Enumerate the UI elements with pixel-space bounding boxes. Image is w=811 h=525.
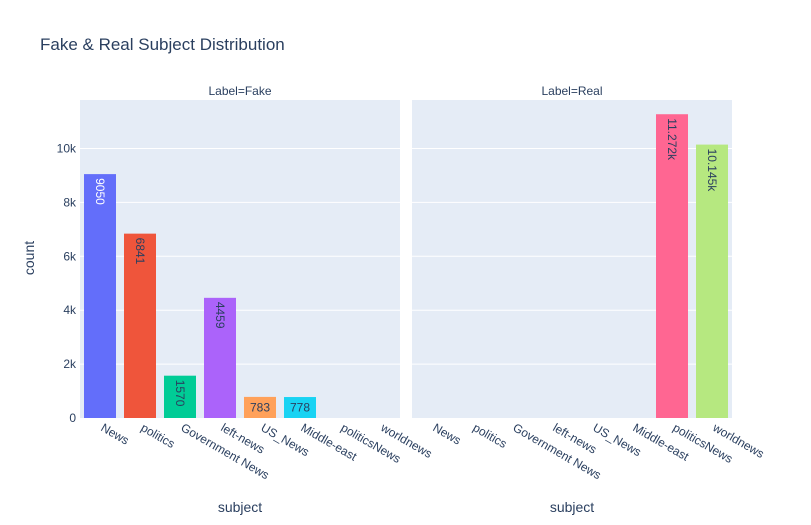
y-axis-title: count: [21, 241, 37, 275]
bar-data-label: 6841: [133, 238, 147, 265]
y-tick-label: 2k: [63, 357, 77, 371]
bar-news: [84, 174, 116, 418]
bar-data-label: 1570: [173, 380, 187, 407]
x-tick-label: politics: [471, 420, 510, 450]
bar-data-label: 11.272k: [665, 118, 679, 161]
y-tick-label: 10k: [57, 142, 77, 156]
bar-data-label: 783: [250, 400, 270, 414]
bar-government-news: [164, 375, 196, 418]
bar-data-label: 778: [290, 401, 310, 415]
bar-us-news: [244, 396, 276, 418]
bar-politics: [124, 233, 156, 418]
x-axis-title-real: subject: [550, 499, 594, 515]
bar-worldnews: [696, 144, 728, 419]
x-tick-label: politics: [139, 420, 178, 450]
chart-title: Fake & Real Subject Distribution: [40, 35, 285, 54]
bar-data-label: 4459: [213, 302, 227, 329]
bar-middle-east: [284, 397, 316, 418]
x-tick-label: News: [431, 420, 464, 447]
bar-data-label: 10.145k: [705, 149, 719, 193]
facet-panel-0: 0 2k 4k 6k 8k 10k 9050 6841 1570 4459 783 778 News po…: [57, 100, 435, 482]
facet-title-fake: Label=Fake: [208, 84, 271, 98]
bar-politicsnews: [656, 114, 688, 418]
x-axis-title-fake: subject: [218, 499, 262, 515]
y-tick-label: 4k: [63, 303, 77, 317]
bar-left-news: [204, 297, 236, 418]
y-tick-label: 8k: [63, 195, 77, 209]
bar-data-label: 9050: [93, 178, 107, 205]
y-tick-label: 0: [69, 411, 76, 425]
y-tick-label: 6k: [63, 249, 77, 263]
x-tick-label: News: [99, 420, 132, 447]
facet-title-real: Label=Real: [541, 84, 602, 98]
